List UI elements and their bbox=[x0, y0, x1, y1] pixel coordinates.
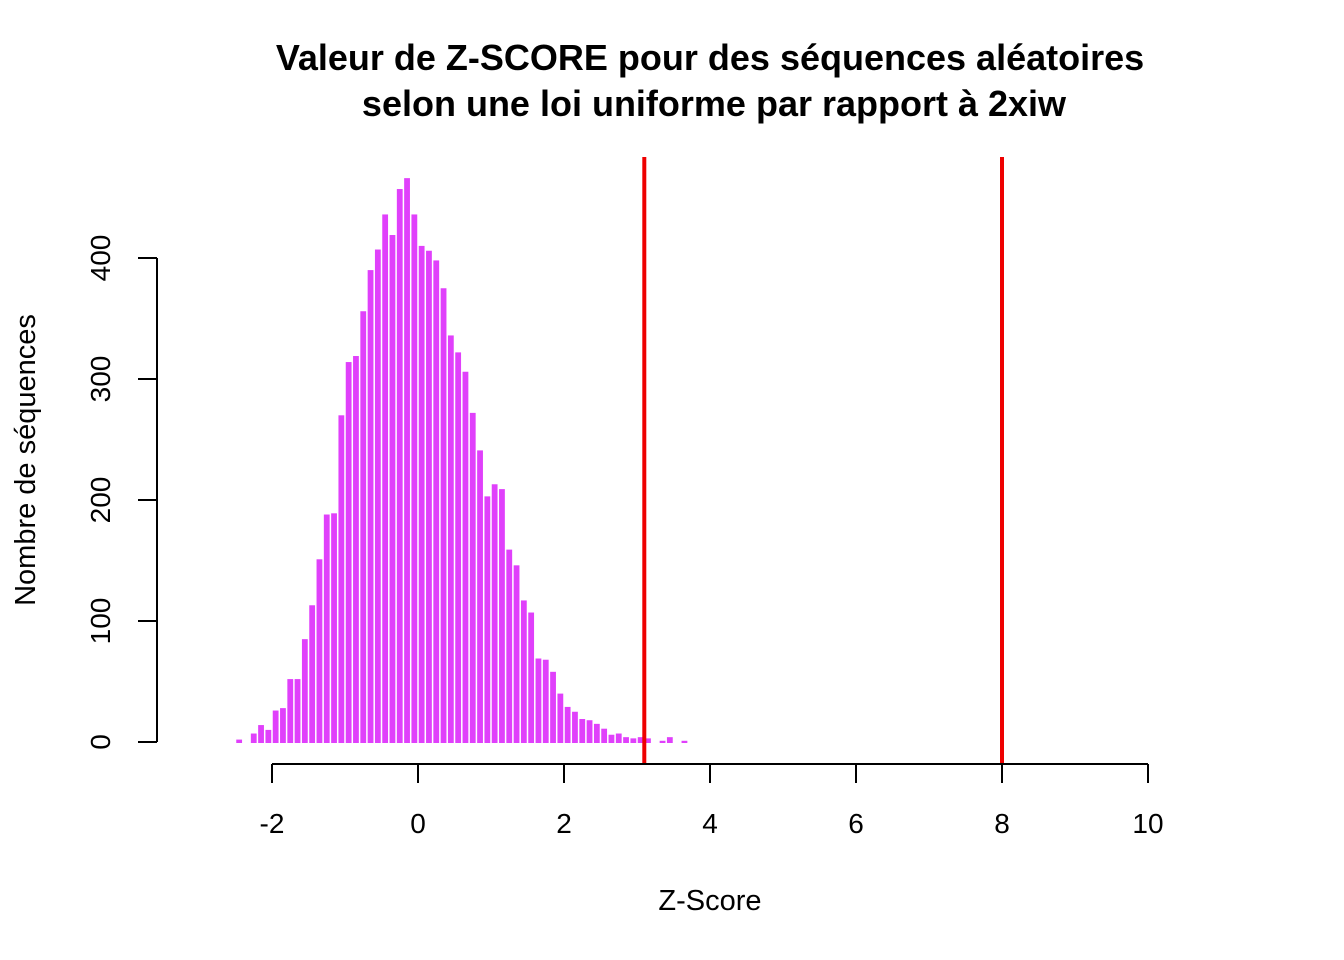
histogram-bar bbox=[433, 260, 440, 743]
histogram-bar bbox=[265, 729, 272, 743]
histogram-bar bbox=[557, 693, 564, 743]
histogram-bar bbox=[396, 189, 403, 743]
histogram-bar bbox=[491, 484, 498, 743]
histogram-bar bbox=[608, 734, 615, 743]
histogram-bar bbox=[331, 513, 337, 743]
histogram-bar bbox=[601, 728, 608, 743]
histogram-bar bbox=[404, 178, 410, 743]
histogram-bar bbox=[513, 565, 520, 743]
histogram-bar bbox=[477, 450, 483, 743]
histogram-bar bbox=[272, 710, 279, 743]
histogram-bar bbox=[637, 737, 644, 743]
histogram-bar bbox=[455, 352, 462, 743]
histogram-bar bbox=[353, 356, 359, 743]
chart-title-line-2: selon une loi uniforme par rapport à 2xi… bbox=[362, 83, 1067, 124]
vertical-lines-layer bbox=[642, 157, 1004, 764]
y-tick-label: 100 bbox=[85, 598, 116, 645]
y-tick-label: 200 bbox=[85, 477, 116, 524]
histogram-bar bbox=[447, 335, 454, 743]
histogram-bar bbox=[294, 679, 301, 743]
histogram-bar bbox=[426, 250, 432, 744]
histogram-bar bbox=[593, 723, 600, 743]
histogram-bar bbox=[301, 639, 308, 743]
x-axis-label: Z-Score bbox=[658, 885, 761, 917]
histogram-bar bbox=[484, 496, 491, 743]
histogram-bar bbox=[236, 739, 243, 743]
histogram-bar bbox=[367, 270, 374, 743]
x-tick-label: 2 bbox=[556, 808, 572, 839]
histogram-bar bbox=[418, 245, 425, 743]
histogram-bar bbox=[506, 549, 513, 743]
x-axis: -2 0 2 4 6 8 10 bbox=[260, 763, 1164, 839]
histogram-bar bbox=[323, 514, 330, 743]
y-tick-label: 400 bbox=[85, 235, 116, 282]
histogram-bar bbox=[469, 412, 476, 743]
x-tick-label: 6 bbox=[848, 808, 864, 839]
histogram-bar bbox=[564, 706, 571, 743]
y-axis-label: Nombre de séquences bbox=[10, 314, 42, 606]
histogram-bar bbox=[645, 738, 651, 743]
histogram-bar bbox=[287, 679, 294, 743]
histogram-bar bbox=[520, 600, 527, 743]
histogram-bar bbox=[250, 733, 257, 743]
histogram-bar bbox=[681, 740, 688, 743]
histogram-bar bbox=[586, 720, 593, 743]
bars-layer bbox=[236, 178, 688, 744]
x-tick-label: 8 bbox=[994, 808, 1010, 839]
histogram-bar bbox=[258, 725, 264, 743]
x-tick-label: -2 bbox=[260, 808, 285, 839]
histogram-bar bbox=[411, 214, 418, 743]
x-tick-label: 4 bbox=[702, 808, 718, 839]
histogram-bar bbox=[615, 733, 622, 743]
histogram-bar bbox=[659, 740, 666, 743]
chart-title-line-1: Valeur de Z-SCORE pour des séquences alé… bbox=[276, 37, 1144, 78]
histogram-bar bbox=[382, 214, 389, 743]
histogram-bar bbox=[440, 288, 447, 743]
x-tick-label: 10 bbox=[1132, 808, 1163, 839]
histogram-bar bbox=[360, 311, 367, 743]
histogram-bar bbox=[528, 612, 535, 743]
histogram-bar bbox=[374, 249, 381, 743]
histogram-bar bbox=[499, 489, 505, 743]
histogram-bar bbox=[535, 658, 542, 743]
histogram-bar bbox=[316, 559, 323, 743]
histogram-bar bbox=[345, 362, 352, 743]
histogram-bar bbox=[579, 719, 586, 743]
histogram-bar bbox=[542, 659, 549, 743]
y-tick-label: 0 bbox=[85, 734, 116, 750]
histogram-bar bbox=[462, 371, 469, 743]
histogram-bar bbox=[666, 737, 673, 743]
histogram-bar bbox=[623, 737, 629, 743]
histogram-bar bbox=[572, 711, 578, 743]
histogram-bar bbox=[280, 708, 286, 743]
histogram-bar bbox=[309, 605, 316, 743]
histogram-bar bbox=[338, 415, 345, 743]
y-tick-label: 300 bbox=[85, 356, 116, 403]
histogram-bar bbox=[389, 235, 396, 743]
histogram-bar bbox=[630, 738, 637, 743]
histogram-bar bbox=[550, 671, 556, 743]
x-tick-label: 0 bbox=[410, 808, 426, 839]
y-axis: 0 100 200 300 400 bbox=[85, 235, 158, 750]
